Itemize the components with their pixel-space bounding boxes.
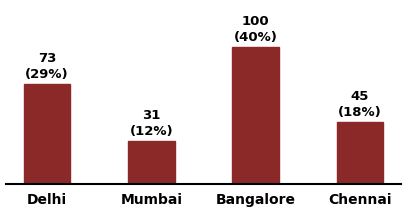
Bar [337, 122, 383, 184]
Text: 45
(18%): 45 (18%) [338, 90, 382, 119]
Text: 31
(12%): 31 (12%) [129, 109, 173, 138]
Text: 73
(29%): 73 (29%) [25, 52, 69, 81]
Bar [128, 141, 175, 184]
Bar [24, 84, 70, 184]
Text: 100
(40%): 100 (40%) [234, 15, 278, 44]
Bar [232, 47, 279, 184]
